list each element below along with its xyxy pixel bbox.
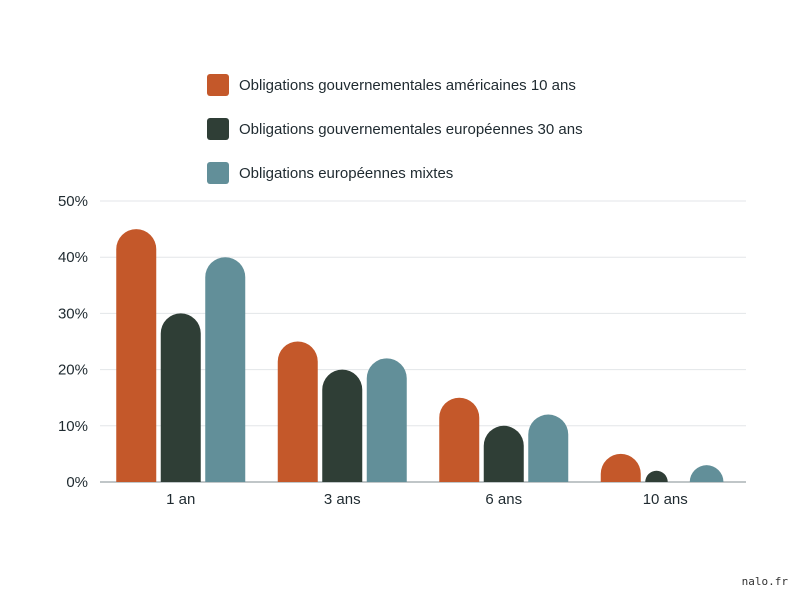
x-tick-label: 1 an — [166, 491, 195, 508]
bar-series-3 — [366, 358, 407, 482]
chart-legend: Obligations gouvernementales américaines… — [207, 72, 583, 204]
bar-series-2 — [322, 369, 363, 482]
bar-series-3 — [205, 257, 246, 482]
bar-series-3 — [528, 414, 569, 482]
legend-item-eu-30y: Obligations gouvernementales européennes… — [207, 116, 583, 142]
bar-series-2 — [645, 470, 686, 482]
legend-label-us-10y: Obligations gouvernementales américaines… — [239, 76, 576, 94]
y-tick-label: 0% — [66, 474, 88, 491]
legend-swatch-us-10y — [207, 74, 229, 96]
x-tick-label: 10 ans — [643, 491, 688, 508]
legend-item-eu-mixed: Obligations européennes mixtes — [207, 160, 583, 186]
y-tick-label: 10% — [58, 418, 88, 435]
y-tick-label: 20% — [58, 362, 88, 379]
x-tick-label: 6 ans — [485, 491, 522, 508]
bar-series-2 — [483, 425, 524, 482]
y-tick-label: 40% — [58, 249, 88, 266]
y-tick-label: 30% — [58, 305, 88, 322]
bar-series-1 — [116, 229, 157, 482]
bar-series-1 — [439, 397, 480, 482]
bar-series-1 — [600, 453, 641, 482]
legend-swatch-eu-30y — [207, 118, 229, 140]
legend-label-eu-30y: Obligations gouvernementales européennes… — [239, 120, 583, 138]
bar-series-1 — [277, 341, 318, 482]
y-tick-label: 50% — [58, 193, 88, 210]
legend-label-eu-mixed: Obligations européennes mixtes — [239, 164, 454, 182]
bar-series-2 — [160, 313, 201, 482]
legend-item-us-10y: Obligations gouvernementales américaines… — [207, 72, 583, 98]
watermark: nalo.fr — [741, 575, 788, 588]
legend-swatch-eu-mixed — [207, 162, 229, 184]
x-tick-label: 3 ans — [324, 491, 361, 508]
bar-series-3 — [689, 465, 730, 482]
